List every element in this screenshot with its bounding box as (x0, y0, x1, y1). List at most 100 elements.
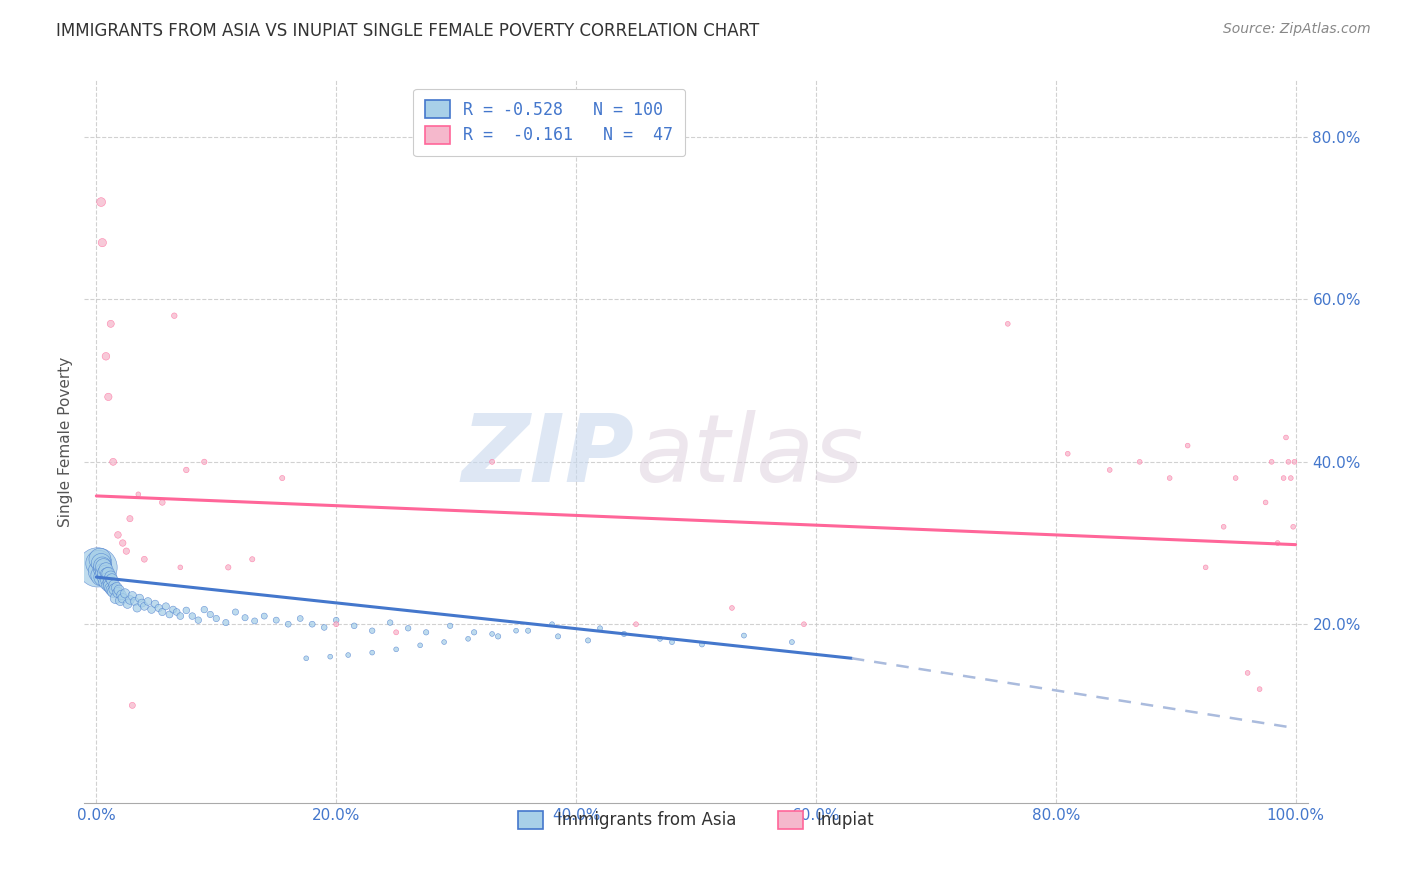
Point (1056, 447, 1078, 461)
Point (547, 629, 569, 643)
Point (89, 552, 111, 566)
Text: ZIP: ZIP (463, 410, 636, 502)
Point (224, 605, 246, 619)
Point (589, 621, 612, 635)
Point (205, 611, 228, 625)
Point (193, 455, 215, 469)
Point (1254, 495, 1277, 509)
Point (93, 559, 115, 574)
Point (90, 195, 112, 210)
Point (94, 563, 117, 577)
Point (187, 613, 209, 627)
Point (110, 588, 132, 602)
Point (215, 615, 238, 630)
Point (415, 625, 437, 640)
Point (111, 536, 134, 550)
Point (90, 557, 112, 571)
Point (90, 568, 112, 582)
Point (115, 544, 138, 558)
Point (721, 601, 744, 615)
Point (134, 552, 156, 566)
Point (159, 607, 181, 622)
Point (91, 235, 114, 250)
Text: Source: ZipAtlas.com: Source: ZipAtlas.com (1223, 22, 1371, 37)
Point (361, 624, 384, 638)
Point (110, 593, 132, 607)
Point (661, 635, 683, 649)
Point (1212, 520, 1234, 534)
Point (93, 566, 117, 580)
Point (155, 599, 177, 614)
Point (100, 570, 122, 584)
Text: IMMIGRANTS FROM ASIA VS INUPIAT SINGLE FEMALE POVERTY CORRELATION CHART: IMMIGRANTS FROM ASIA VS INUPIAT SINGLE F… (56, 22, 759, 40)
Point (134, 599, 156, 614)
Point (107, 528, 129, 542)
Point (94, 349, 117, 363)
Point (624, 617, 647, 632)
Point (264, 613, 287, 627)
Point (124, 594, 146, 608)
Point (104, 591, 127, 606)
Text: atlas: atlas (636, 410, 863, 501)
Point (481, 455, 503, 469)
Point (290, 611, 312, 625)
Point (613, 627, 636, 641)
Point (733, 629, 755, 643)
Point (481, 627, 503, 641)
Point (111, 591, 134, 606)
Point (380, 615, 402, 630)
Point (105, 581, 128, 595)
Point (1195, 560, 1218, 574)
Point (314, 620, 336, 634)
Point (233, 610, 256, 624)
Point (301, 617, 323, 632)
Point (100, 582, 122, 596)
Point (169, 560, 191, 574)
Point (97, 390, 120, 404)
Point (319, 649, 342, 664)
Point (101, 584, 124, 599)
Point (1282, 520, 1305, 534)
Point (117, 597, 139, 611)
Point (793, 617, 815, 632)
Point (150, 495, 173, 509)
Point (690, 638, 713, 652)
Y-axis label: Single Female Poverty: Single Female Poverty (58, 357, 73, 526)
Point (127, 601, 149, 615)
Point (1159, 471, 1181, 485)
Point (1267, 536, 1289, 550)
Point (295, 651, 318, 665)
Point (136, 594, 159, 608)
Point (200, 607, 222, 622)
Point (325, 617, 347, 632)
Point (253, 609, 276, 624)
Point (1277, 455, 1299, 469)
Point (121, 698, 143, 713)
Point (86, 560, 108, 574)
Point (486, 629, 509, 643)
Point (103, 578, 125, 592)
Point (98, 574, 121, 589)
Point (396, 621, 419, 635)
Point (193, 602, 215, 616)
Point (101, 455, 124, 469)
Point (93, 565, 115, 579)
Point (96, 573, 118, 587)
Point (277, 617, 299, 632)
Point (385, 625, 408, 640)
Point (780, 635, 803, 649)
Point (243, 614, 266, 628)
Point (217, 560, 239, 574)
Point (93, 570, 117, 584)
Point (128, 591, 150, 606)
Point (91, 570, 114, 584)
Point (361, 646, 384, 660)
Point (343, 619, 366, 633)
Point (1177, 439, 1199, 453)
Point (385, 642, 408, 657)
Point (96, 567, 118, 582)
Point (1236, 665, 1258, 680)
Point (121, 589, 143, 603)
Point (174, 603, 197, 617)
Point (166, 605, 188, 619)
